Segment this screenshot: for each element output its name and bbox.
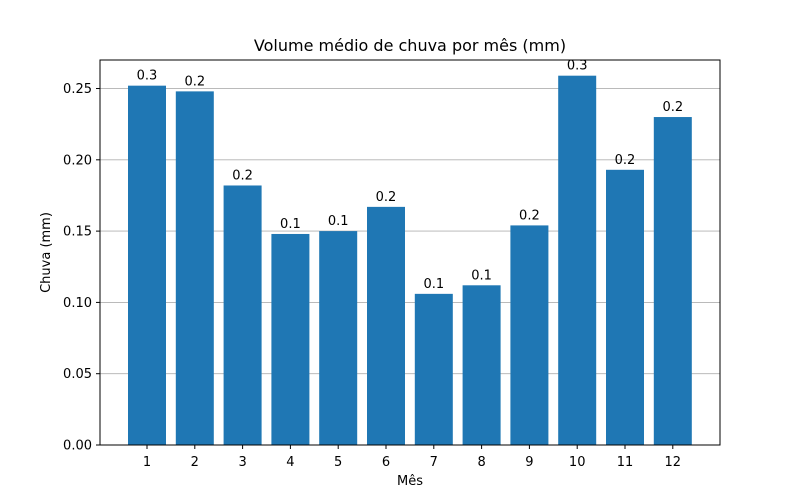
bar-value-label: 0.2 bbox=[615, 153, 636, 168]
bar bbox=[510, 225, 549, 445]
bar bbox=[462, 285, 501, 445]
bar-value-label: 0.2 bbox=[376, 190, 397, 205]
bar bbox=[606, 169, 644, 445]
y-tick-label: 0.10 bbox=[63, 296, 92, 311]
y-tick-label: 0.05 bbox=[63, 367, 92, 382]
bar bbox=[367, 206, 405, 445]
bar bbox=[175, 91, 214, 446]
bar-value-label: 0.1 bbox=[328, 214, 349, 229]
bar bbox=[414, 293, 453, 445]
bar-value-label: 0.2 bbox=[232, 168, 253, 183]
x-tick-label: 5 bbox=[334, 455, 342, 470]
y-tick-label: 0.20 bbox=[63, 153, 92, 168]
x-tick-label: 4 bbox=[286, 455, 294, 470]
x-tick-label: 11 bbox=[617, 455, 634, 470]
bars bbox=[128, 75, 692, 446]
y-axis-ticks: 0.00 0.05 0.10 0.15 0.20 0.25 bbox=[63, 82, 100, 454]
x-tick-label: 10 bbox=[569, 455, 586, 470]
x-tick-label: 3 bbox=[238, 455, 246, 470]
bar bbox=[223, 185, 262, 445]
y-tick-label: 0.00 bbox=[63, 439, 92, 454]
bar-value-label: 0.2 bbox=[184, 74, 205, 89]
x-tick-label: 9 bbox=[525, 455, 533, 470]
y-axis-label: Chuva (mm) bbox=[39, 212, 54, 293]
x-tick-label: 12 bbox=[665, 455, 682, 470]
bar-value-label: 0.1 bbox=[471, 268, 492, 283]
bar bbox=[128, 85, 166, 446]
x-axis-label: Mês bbox=[397, 474, 423, 489]
x-tick-label: 2 bbox=[191, 455, 199, 470]
bar bbox=[271, 233, 310, 445]
bar-value-label: 0.2 bbox=[662, 100, 683, 115]
chart-title: Volume médio de chuva por mês (mm) bbox=[254, 36, 566, 55]
bar-value-label: 0.1 bbox=[280, 217, 301, 232]
plot-frame bbox=[99, 59, 721, 446]
bar bbox=[319, 231, 358, 445]
bar bbox=[653, 117, 692, 445]
data-labels: 0.3 0.2 0.2 0.1 0.1 0.2 0.1 0.1 0.2 0.3 0.2 0.2 bbox=[137, 59, 683, 292]
bar-value-label: 0.3 bbox=[567, 59, 588, 74]
x-tick-label: 8 bbox=[477, 455, 485, 470]
y-tick-label: 0.25 bbox=[63, 82, 92, 97]
bar bbox=[558, 75, 597, 446]
x-tick-label: 6 bbox=[382, 455, 390, 470]
x-axis-ticks: 1 2 3 4 5 6 7 8 9 10 11 12 bbox=[143, 445, 681, 470]
y-tick-label: 0.15 bbox=[63, 225, 92, 240]
bar-value-label: 0.2 bbox=[519, 208, 540, 223]
x-tick-label: 7 bbox=[430, 455, 438, 470]
x-tick-label: 1 bbox=[143, 455, 151, 470]
bar-value-label: 0.3 bbox=[137, 69, 158, 84]
bar-value-label: 0.1 bbox=[423, 277, 444, 292]
